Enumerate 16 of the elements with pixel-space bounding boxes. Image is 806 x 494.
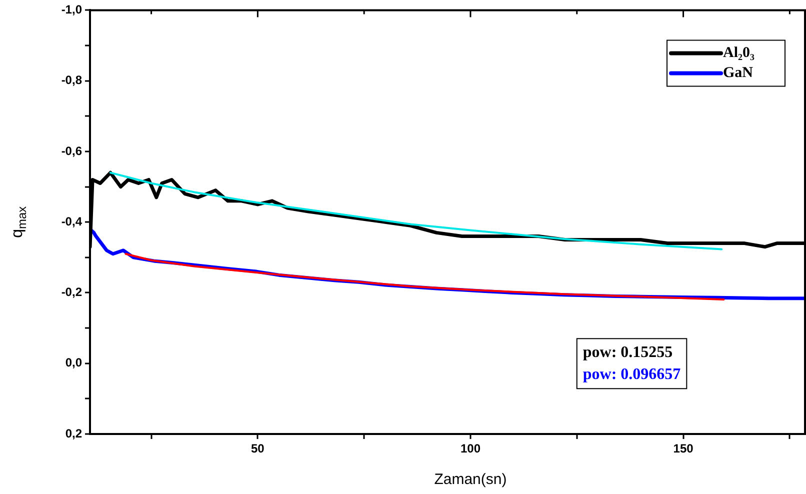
y-tick-label: -0,4 (61, 214, 82, 228)
x-axis-title: Zaman(sn) (434, 471, 507, 488)
y-tick-label: 0,0 (65, 356, 82, 370)
y-axis-title: qmax (9, 206, 29, 238)
annotation: pow: 0.096657 (582, 366, 681, 383)
x-tick-label: 50 (251, 442, 265, 456)
x-tick-label: 100 (460, 442, 481, 456)
legend-label: Al₂0₃ (723, 45, 755, 62)
annotation: pow: 0.15255 (582, 344, 673, 361)
legend-label: GaN (723, 65, 754, 82)
y-tick-label: -0,8 (61, 73, 82, 88)
y-tick-label: 0,2 (65, 426, 82, 440)
y-tick-label: -1,0 (61, 2, 82, 17)
y-tick-label: -0,2 (61, 285, 82, 300)
x-tick-label: 150 (673, 442, 694, 456)
y-tick-label: -0,6 (61, 144, 82, 158)
